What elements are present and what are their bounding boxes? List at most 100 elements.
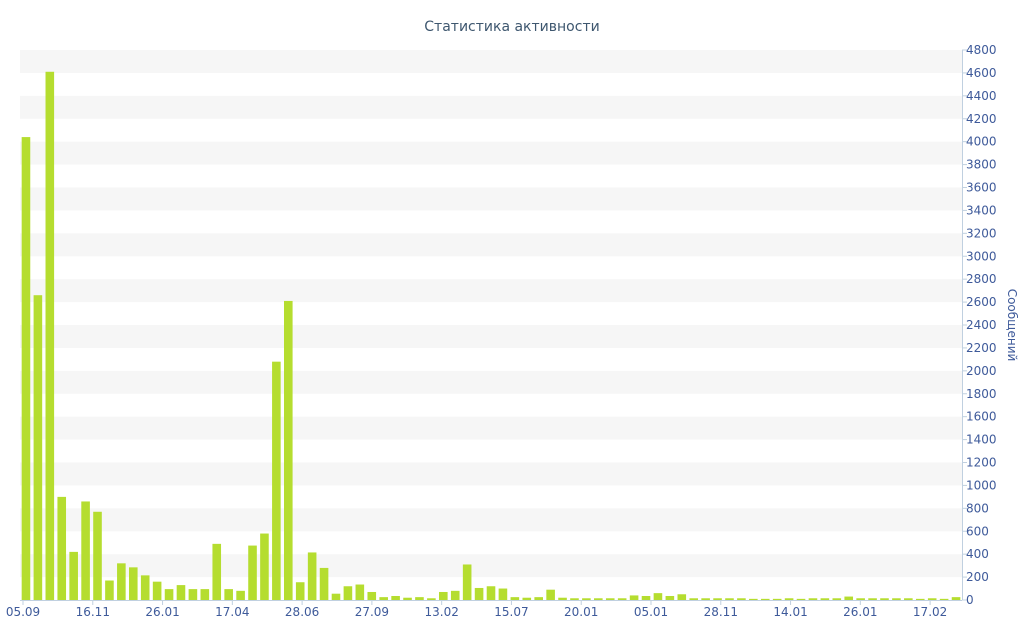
bar (57, 496, 67, 601)
bar (93, 511, 102, 600)
bar (856, 598, 865, 600)
bar (844, 596, 854, 600)
bar (594, 598, 603, 600)
y-tick-label: 4600 (966, 66, 997, 80)
bar (772, 598, 782, 600)
y-tick-label: 4800 (966, 43, 997, 57)
bar (486, 586, 496, 600)
x-tick-label: 13.02 (424, 605, 458, 619)
y-tick-label: 0 (966, 593, 974, 607)
bar (45, 71, 55, 600)
y-tick-label: 2800 (966, 272, 997, 286)
bar (665, 595, 675, 600)
y-tick-label: 3000 (966, 249, 997, 263)
bar (319, 567, 329, 600)
bar (629, 595, 639, 600)
bar (713, 598, 722, 600)
bar (236, 590, 245, 600)
y-tick-label: 4200 (966, 112, 997, 126)
grid-band (20, 462, 962, 486)
y-tick-label: 2000 (966, 364, 997, 378)
bar (355, 584, 365, 600)
y-tick-label: 3600 (966, 181, 997, 195)
grid-bands (20, 50, 962, 578)
y-tick-label: 4000 (966, 135, 997, 149)
bar (140, 575, 150, 600)
y-tick-label: 400 (966, 547, 989, 561)
bar (188, 589, 198, 600)
bar (21, 137, 31, 600)
y-tick-label: 1200 (966, 456, 997, 470)
y-tick-label: 2400 (966, 318, 997, 332)
bar (951, 597, 961, 600)
x-tick-label: 28.06 (285, 605, 319, 619)
grid-band (20, 141, 962, 165)
bar (212, 543, 222, 600)
bar (880, 598, 889, 600)
bar (605, 598, 615, 600)
y-tick-label: 3400 (966, 203, 997, 217)
grid-band (20, 279, 962, 303)
x-tick-label: 16.11 (76, 605, 110, 619)
x-tick-label: 17.02 (913, 605, 947, 619)
bar (749, 598, 758, 600)
grid-band (20, 416, 962, 440)
bar (81, 501, 90, 600)
chart-title: Статистика активности (424, 19, 599, 35)
x-tick-label: 05.01 (634, 605, 668, 619)
bar (295, 582, 305, 600)
bar (427, 598, 436, 600)
bar (522, 597, 532, 600)
y-tick-label: 4400 (966, 89, 997, 103)
y-axis-title: Сообщений (1005, 289, 1019, 362)
bar (367, 591, 377, 600)
y-tick-label: 1800 (966, 387, 997, 401)
bar (534, 597, 543, 600)
x-tick-label: 26.01 (843, 605, 877, 619)
bar (272, 361, 281, 600)
grid-band (20, 233, 962, 257)
bar (343, 586, 353, 600)
x-axis: 05.09 16.11 26.01 17.04 28.06 27.09 13.02 15.07… (6, 600, 962, 619)
bar (725, 598, 734, 600)
grid-band (20, 325, 962, 348)
y-tick-label: 2600 (966, 295, 997, 309)
bar (69, 551, 78, 601)
bar (653, 593, 663, 601)
bar (832, 598, 842, 600)
bar (474, 587, 484, 600)
bar (868, 598, 877, 600)
x-tick-label: 27.09 (355, 605, 389, 619)
bar (284, 300, 293, 600)
grid-band (20, 508, 962, 532)
bar (784, 598, 794, 600)
bar (820, 598, 830, 600)
grid-band (20, 95, 962, 119)
bar (760, 598, 770, 600)
bar (200, 589, 210, 600)
grid-band (20, 370, 962, 394)
bar (415, 597, 424, 600)
bar (927, 598, 937, 600)
y-tick-label: 200 (966, 570, 989, 584)
bar (105, 580, 114, 600)
bar (558, 597, 567, 600)
bar (152, 581, 162, 600)
x-tick-label: 26.01 (145, 605, 179, 619)
x-tick-label: 05.09 (6, 605, 40, 619)
y-tick-label: 1400 (966, 433, 997, 447)
grid-band (20, 50, 962, 73)
bar (403, 597, 412, 600)
x-tick-label: 15.07 (494, 605, 528, 619)
bar (904, 598, 913, 600)
grid-band (20, 554, 962, 578)
bar (677, 594, 687, 600)
y-tick-label: 1000 (966, 478, 997, 492)
bar (808, 598, 818, 600)
bar (128, 567, 138, 600)
bar (939, 598, 949, 600)
bar (260, 533, 269, 600)
bar (892, 598, 901, 600)
x-tick-label: 17.04 (215, 605, 249, 619)
bar (796, 598, 806, 600)
